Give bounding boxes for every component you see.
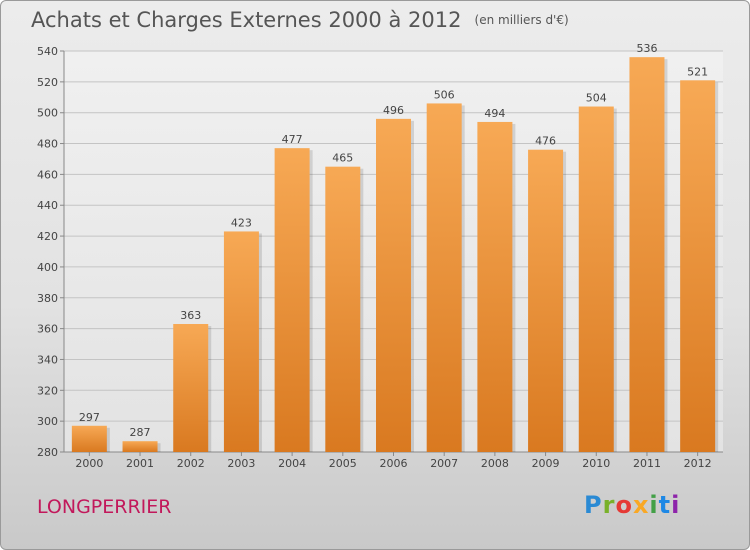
data-label: 504 <box>586 92 607 105</box>
x-tick-label: 2001 <box>126 457 154 470</box>
logo-letter: o <box>615 491 633 519</box>
data-label: 297 <box>79 411 100 424</box>
y-tick-label: 360 <box>37 323 58 336</box>
y-tick-label: 320 <box>37 384 58 397</box>
logo-letter: P <box>584 491 603 519</box>
x-tick-label: 2003 <box>227 457 255 470</box>
data-label: 363 <box>180 309 201 322</box>
y-tick-label: 540 <box>37 45 58 58</box>
data-label: 287 <box>130 426 151 439</box>
chart-title-block: Achats et Charges Externes 2000 à 2012 (… <box>31 8 569 32</box>
x-tick-label: 2007 <box>430 457 458 470</box>
bar-2012 <box>680 80 716 453</box>
bar-2007 <box>426 103 462 452</box>
data-label: 506 <box>434 88 455 101</box>
bar-2003 <box>223 231 259 452</box>
y-tick-label: 520 <box>37 76 58 89</box>
x-tick-label: 2010 <box>582 457 610 470</box>
bars <box>71 57 719 453</box>
logo-letter: x <box>632 491 650 519</box>
x-axis: 2000 2001 2002 2003 2004 2005 2006 2007 2008 2009… <box>64 451 723 470</box>
y-tick-label: 500 <box>37 107 58 120</box>
chart-unit: (en milliers d'€) <box>474 13 569 27</box>
bar-2005 <box>325 166 361 452</box>
data-label: 494 <box>484 107 505 120</box>
data-label: 536 <box>636 42 657 55</box>
bar-2006 <box>376 118 411 452</box>
data-label: 521 <box>687 65 708 78</box>
x-tick-label: 2006 <box>380 457 408 470</box>
x-tick-label: 2004 <box>278 457 306 470</box>
bar-2001 <box>122 441 158 452</box>
bar-2009 <box>528 149 564 452</box>
x-tick-label: 2009 <box>532 457 560 470</box>
y-tick-label: 300 <box>37 415 58 428</box>
y-tick-label: 480 <box>37 138 58 151</box>
y-tick-label: 440 <box>37 199 58 212</box>
logo-letter: i <box>649 491 659 519</box>
data-label: 477 <box>282 133 303 146</box>
bar-2011 <box>629 57 665 453</box>
y-tick-label: 380 <box>37 292 58 305</box>
y-tick-label: 400 <box>37 261 58 274</box>
y-axis: 280 300 320 340 360 380 400 420 440 460 480 500 520 5… <box>37 45 65 459</box>
data-label: 465 <box>332 152 353 165</box>
data-label: 476 <box>535 135 556 148</box>
bar-2002 <box>173 323 209 452</box>
data-label: 423 <box>231 216 252 229</box>
y-tick-label: 280 <box>37 446 58 459</box>
logo-letter: i <box>671 491 681 519</box>
proxiti-logo: Proxiti <box>584 491 680 519</box>
chart-title: Achats et Charges Externes 2000 à 2012 <box>31 8 462 32</box>
x-tick-label: 2005 <box>329 457 357 470</box>
y-tick-label: 340 <box>37 353 58 366</box>
data-labels: 297 287 363 423 477 465 496 506 494 476 504 536 521 <box>79 42 708 439</box>
logo-letter: t <box>658 491 672 519</box>
x-tick-label: 2000 <box>75 457 103 470</box>
bar-2010 <box>578 106 614 453</box>
bar-2004 <box>274 148 310 452</box>
y-tick-label: 460 <box>37 168 58 181</box>
logo-letter: r <box>602 491 616 519</box>
x-tick-label: 2002 <box>177 457 205 470</box>
data-label: 496 <box>383 104 404 117</box>
bar-2000 <box>71 425 107 452</box>
city-name: LONGPERRIER <box>37 496 172 518</box>
x-tick-label: 2011 <box>633 457 661 470</box>
x-tick-label: 2012 <box>684 457 712 470</box>
x-tick-label: 2008 <box>481 457 509 470</box>
y-tick-label: 420 <box>37 230 58 243</box>
bar-2008 <box>477 121 513 452</box>
